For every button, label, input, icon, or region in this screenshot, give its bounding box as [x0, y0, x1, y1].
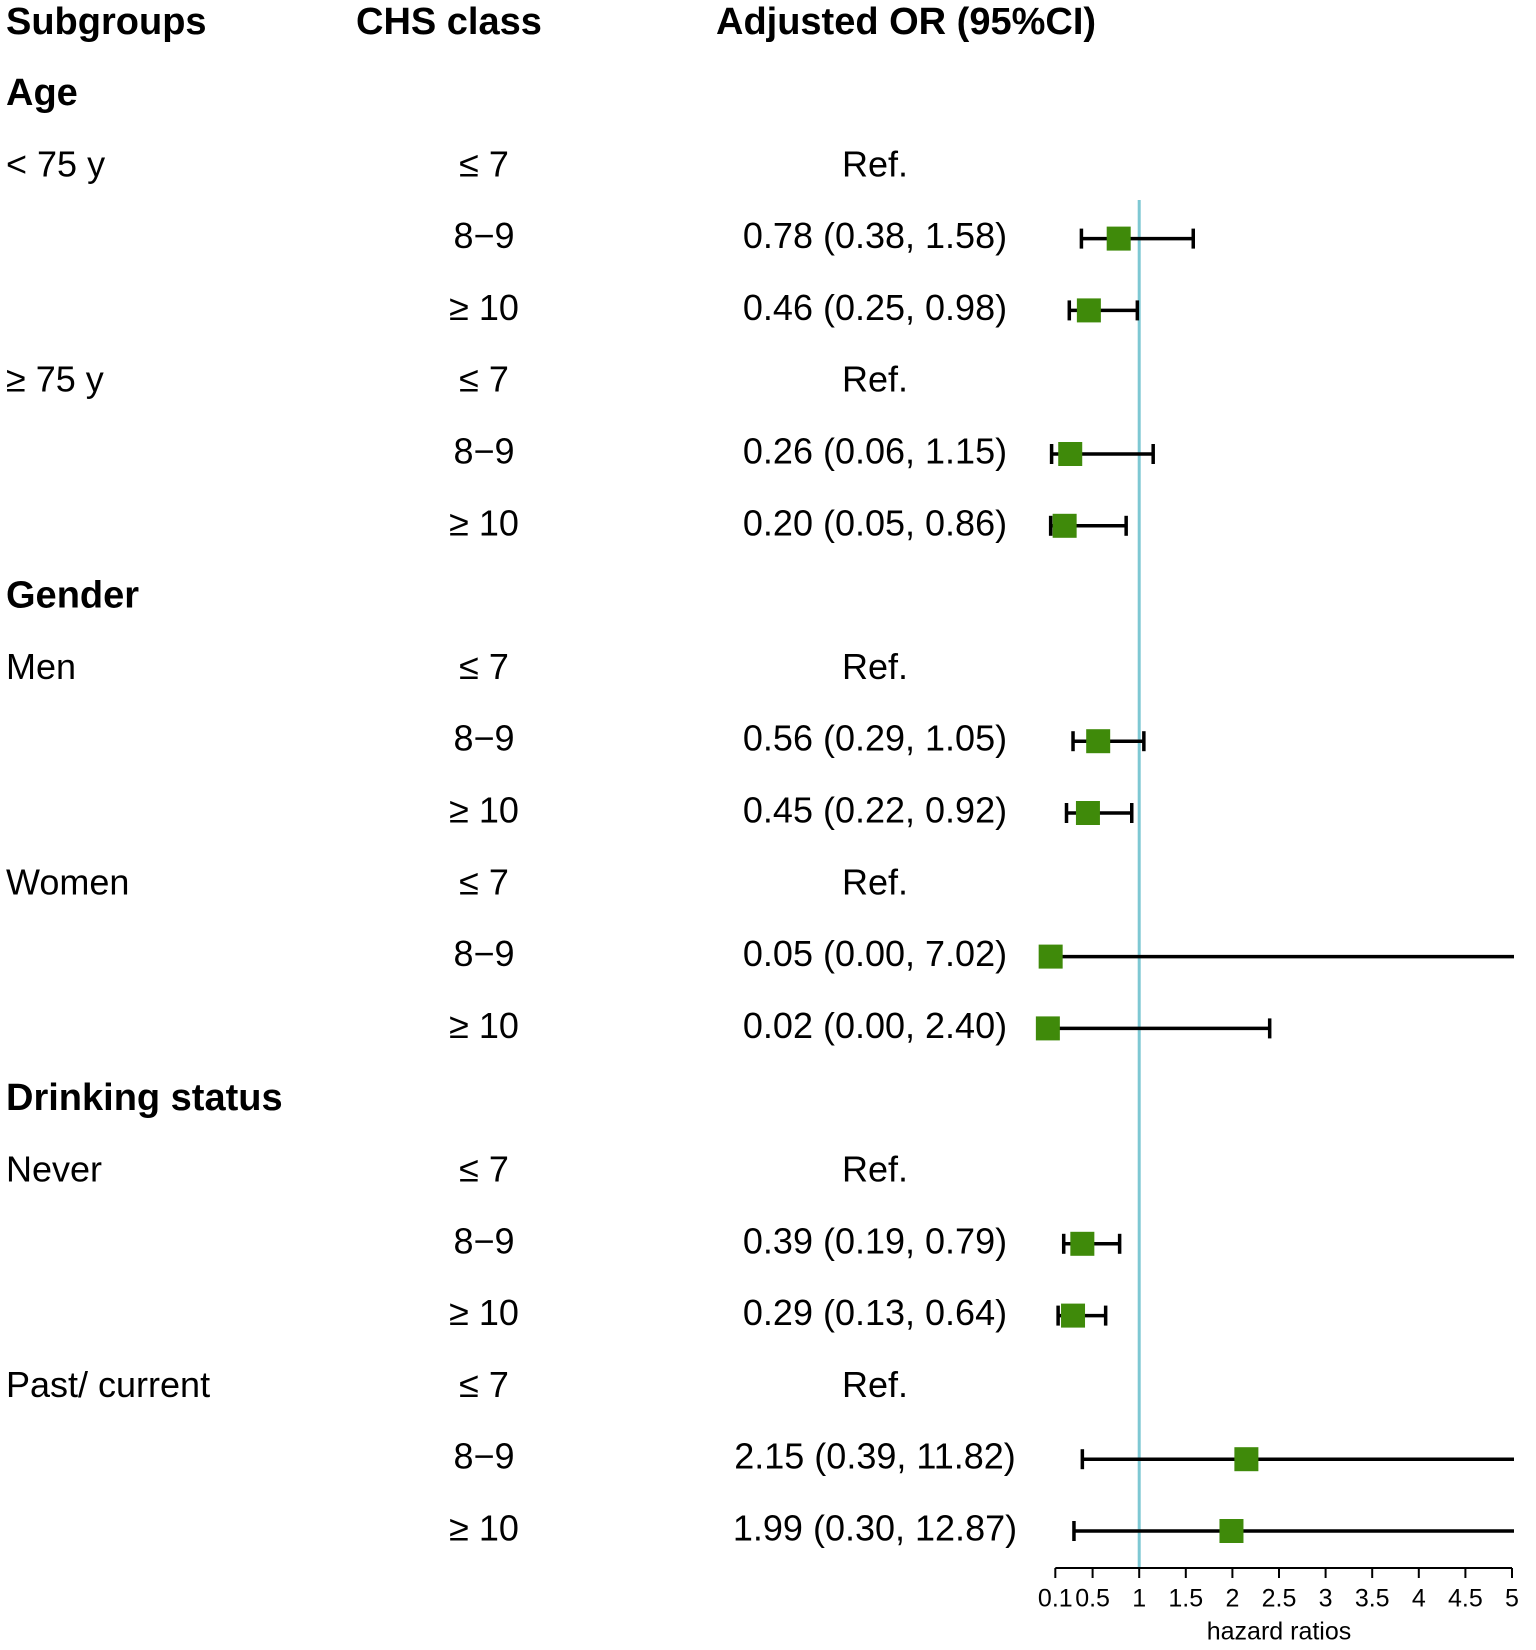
estimate-marker [1058, 442, 1083, 466]
estimate-marker [1061, 1303, 1086, 1328]
chs-class: ≤ 7 [459, 143, 509, 184]
chs-class: ≤ 7 [459, 1149, 509, 1190]
or-label: 0.20 (0.05, 0.86) [743, 502, 1007, 543]
or-label: 0.56 (0.29, 1.05) [743, 718, 1007, 759]
group-title: Drinking status [6, 1077, 283, 1119]
subgroup: Men [6, 646, 76, 687]
estimate-marker [1070, 1231, 1095, 1256]
estimate-marker [1234, 1447, 1259, 1472]
subgroup: Women [6, 861, 129, 902]
chs-class: ≤ 7 [459, 646, 509, 687]
estimate-marker [1052, 513, 1077, 538]
x-tick-label: 4.5 [1448, 1585, 1483, 1613]
chs-class: ≥ 10 [449, 1005, 519, 1046]
chs-class: ≥ 10 [449, 790, 519, 831]
x-tick-label: 3.5 [1355, 1585, 1390, 1613]
or-label: Ref. [842, 1364, 908, 1405]
x-tick-label: 3 [1319, 1585, 1333, 1613]
column-header: Adjusted OR (95%CI) [716, 1, 1096, 43]
chs-class: 8−9 [453, 1220, 514, 1261]
ci [1044, 1018, 1272, 1039]
x-tick-label: 1 [1132, 1585, 1146, 1613]
chs-class: ≥ 10 [449, 1508, 519, 1549]
x-tick-label: 1.5 [1168, 1585, 1203, 1613]
x-tick-label: 2 [1225, 1585, 1239, 1613]
estimate-marker [1076, 298, 1101, 323]
subgroup: < 75 y [6, 143, 105, 184]
x-axis-title: hazard ratios [1207, 1618, 1352, 1646]
chs-class: ≤ 7 [459, 861, 509, 902]
chs-class: ≥ 10 [449, 287, 519, 328]
chs-class: ≤ 7 [459, 359, 509, 400]
subgroup: ≥ 75 y [6, 359, 104, 400]
or-label: 1.99 (0.30, 12.87) [733, 1508, 1017, 1549]
column-header: CHS class [356, 1, 542, 43]
group-title: Gender [6, 575, 139, 617]
or-label: 2.15 (0.39, 11.82) [734, 1436, 1016, 1477]
or-label: 0.05 (0.00, 7.02) [743, 933, 1007, 974]
x-tick-label: 2.5 [1262, 1585, 1297, 1613]
subgroup: Past/ current [6, 1364, 210, 1405]
subgroup: Never [6, 1149, 102, 1190]
or-label: Ref. [842, 646, 908, 687]
or-label: Ref. [842, 143, 908, 184]
chs-class: ≥ 10 [449, 1292, 519, 1333]
estimate-marker [1038, 944, 1063, 969]
estimate-marker [1106, 226, 1131, 251]
or-label: 0.46 (0.25, 0.98) [743, 287, 1007, 328]
x-tick-label: 0.5 [1075, 1585, 1110, 1613]
chs-class: 8−9 [453, 215, 514, 256]
estimate-marker [1035, 1016, 1060, 1041]
ci [1080, 1449, 1514, 1470]
or-label: 0.78 (0.38, 1.58) [743, 215, 1007, 256]
chs-class: ≥ 10 [449, 502, 519, 543]
group-title: Age [6, 72, 78, 114]
or-label: 0.45 (0.22, 0.92) [743, 790, 1007, 831]
chs-class: ≤ 7 [459, 1364, 509, 1405]
ci [1072, 1521, 1514, 1541]
chs-class: 8−9 [453, 431, 514, 472]
or-label: Ref. [842, 861, 908, 902]
chs-class: 8−9 [453, 1436, 514, 1477]
ci [1079, 228, 1196, 249]
estimate-marker [1219, 1519, 1244, 1543]
or-label: 0.26 (0.06, 1.15) [743, 431, 1007, 472]
x-tick-label: 0.1 [1038, 1585, 1073, 1613]
or-label: 0.29 (0.13, 0.64) [743, 1292, 1007, 1333]
or-label: Ref. [842, 1149, 908, 1190]
ci [1044, 946, 1514, 967]
or-label: 0.02 (0.00, 2.40) [743, 1005, 1007, 1046]
estimate-marker [1086, 729, 1111, 754]
estimate-marker [1075, 801, 1100, 825]
chs-class: 8−9 [453, 718, 514, 759]
or-label: Ref. [842, 359, 908, 400]
or-label: 0.39 (0.19, 0.79) [743, 1220, 1007, 1261]
column-header: Subgroups [6, 1, 207, 43]
x-tick-label: 5 [1505, 1585, 1519, 1613]
x-tick-label: 4 [1412, 1585, 1426, 1613]
chs-class: 8−9 [453, 933, 514, 974]
